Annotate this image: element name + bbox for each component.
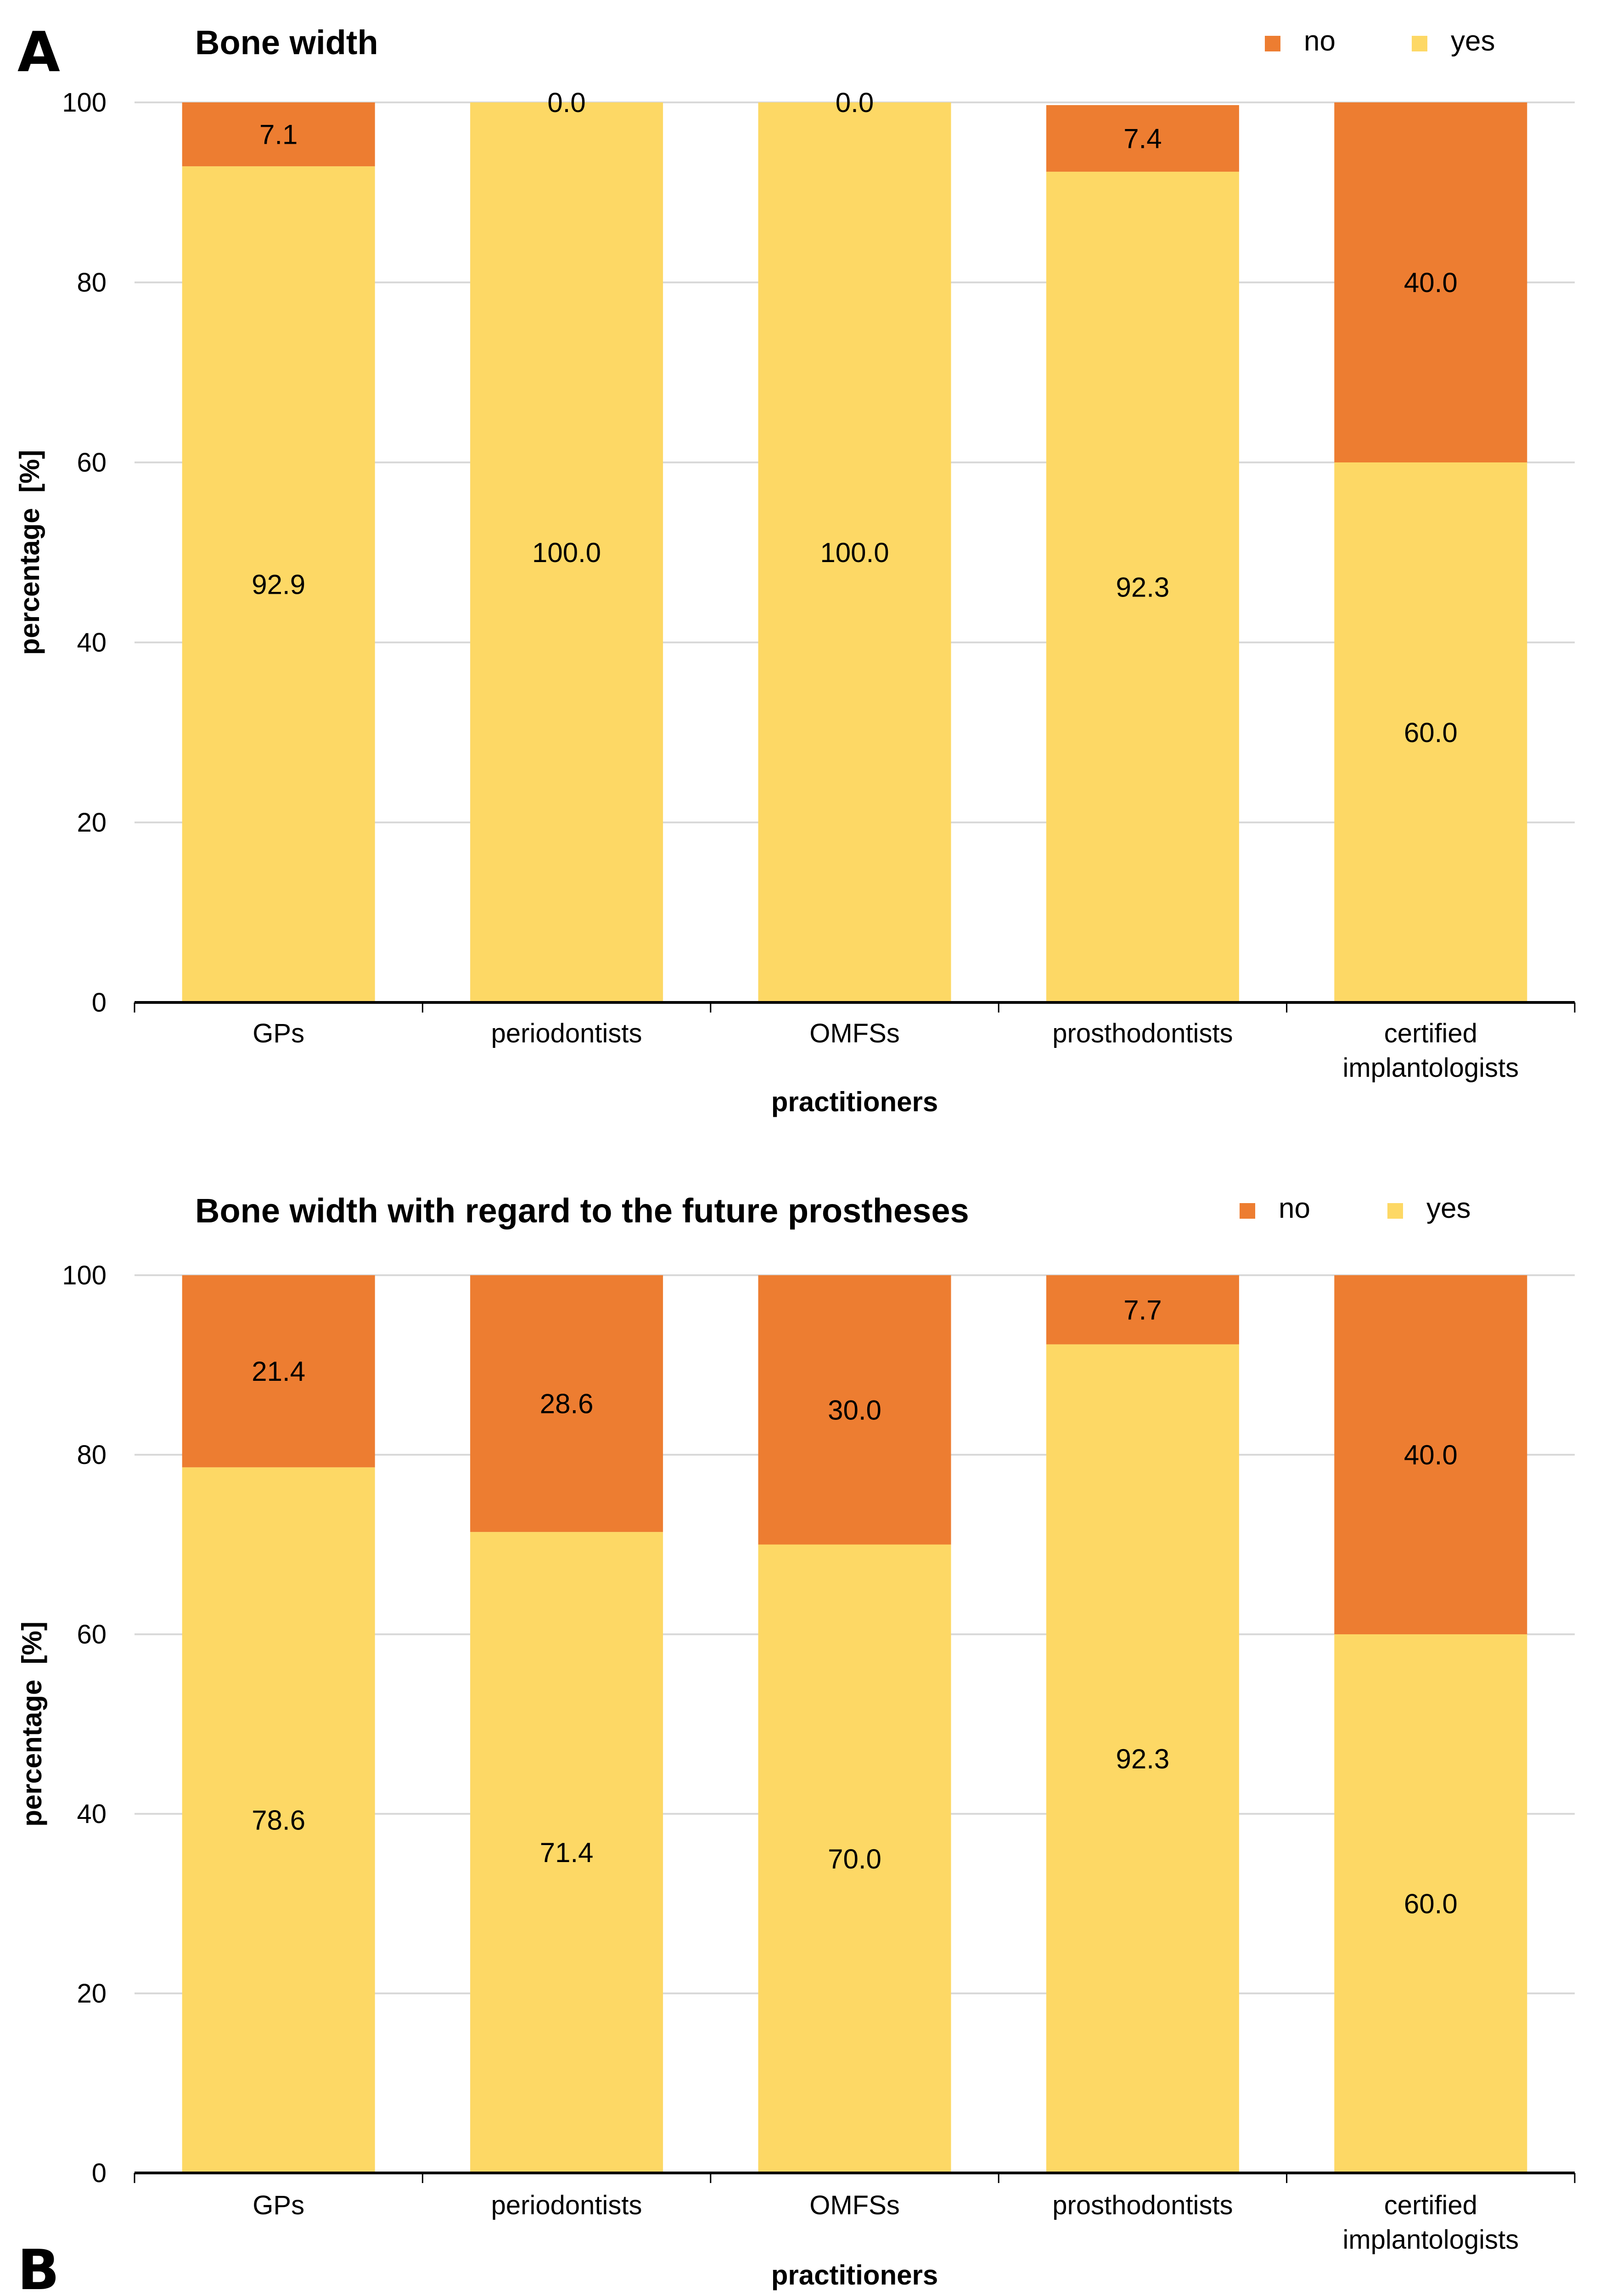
- x-axis-title: practitioners: [771, 1086, 938, 1117]
- legend-swatch-yes: [1412, 36, 1427, 51]
- legend-swatch-no: [1265, 36, 1280, 51]
- y-tick-label: 100: [62, 88, 107, 118]
- x-category-label: OMFSs: [809, 1019, 900, 1048]
- x-category-label: prosthodontists: [1052, 2190, 1233, 2220]
- data-label-no: 0.0: [836, 87, 874, 118]
- x-category-label: periodontists: [491, 1019, 642, 1048]
- y-tick-label: 60: [77, 448, 107, 478]
- bar-yes-2: [758, 1544, 951, 2173]
- data-label-yes: 92.9: [252, 569, 305, 600]
- bar-no-0: [182, 102, 375, 167]
- data-label-yes: 60.0: [1404, 717, 1458, 748]
- chart-title: Bone width: [195, 23, 378, 62]
- legend-label-yes: yes: [1426, 1193, 1471, 1224]
- data-label-no: 40.0: [1404, 1440, 1458, 1470]
- bar-yes-0: [182, 166, 375, 1002]
- legend-swatch-no: [1240, 1203, 1255, 1219]
- data-label-no: 7.4: [1123, 123, 1162, 154]
- y-tick-label: 100: [62, 1261, 107, 1290]
- bar-yes-2: [758, 102, 951, 1002]
- x-category-label: implantologists: [1342, 1053, 1519, 1083]
- x-category-label: certified: [1384, 2190, 1477, 2220]
- data-label-no: 7.1: [259, 119, 298, 150]
- legend: no yes: [1265, 25, 1495, 57]
- bar-no-3: [1046, 105, 1239, 172]
- chart-b: Bone width with regard to the future pro…: [17, 1192, 1576, 2290]
- legend-label-no: no: [1279, 1193, 1310, 1224]
- legend: no yes: [1240, 1193, 1471, 1224]
- data-label-yes: 70.0: [828, 1844, 881, 1874]
- bar-yes-4: [1334, 1634, 1527, 2173]
- data-label-yes: 100.0: [820, 537, 889, 568]
- x-category-label: implantologists: [1342, 2225, 1519, 2255]
- y-tick-label: 40: [77, 1799, 107, 1829]
- y-tick-label: 40: [77, 628, 107, 658]
- bar-yes-3: [1046, 171, 1239, 1002]
- data-label-yes: 78.6: [252, 1805, 305, 1836]
- chart-title: Bone width with regard to the future pro…: [195, 1192, 969, 1230]
- data-label-yes: 92.3: [1116, 572, 1170, 602]
- data-label-no: 30.0: [828, 1395, 881, 1425]
- y-tick-label: 0: [92, 2158, 107, 2188]
- y-axis-title: percentage [%]: [17, 1621, 47, 1827]
- x-category-label: prosthodontists: [1052, 1019, 1233, 1048]
- bar-yes-3: [1046, 1344, 1239, 2173]
- x-category-label: certified: [1384, 1019, 1477, 1048]
- x-axis-title: practitioners: [771, 2260, 938, 2290]
- y-tick-label: 20: [77, 808, 107, 838]
- bar-no-4: [1334, 1275, 1527, 1634]
- data-label-yes: 100.0: [532, 537, 601, 568]
- panel-letter-a: A: [17, 21, 60, 84]
- data-label-yes: 60.0: [1404, 1889, 1458, 1919]
- panel-letter-b: B: [17, 2239, 59, 2296]
- data-label-no: 28.6: [540, 1389, 594, 1419]
- x-category-label: GPs: [253, 2190, 304, 2220]
- y-tick-label: 60: [77, 1620, 107, 1649]
- bar-no-1: [470, 1275, 663, 1532]
- x-category-label: GPs: [253, 1019, 304, 1048]
- bar-yes-1: [470, 102, 663, 1002]
- y-axis-title: percentage [%]: [14, 450, 45, 655]
- data-label-no: 0.0: [547, 87, 585, 118]
- bar-no-3: [1046, 1275, 1239, 1345]
- data-label-no: 40.0: [1404, 267, 1458, 298]
- legend-label-yes: yes: [1451, 25, 1495, 57]
- y-tick-label: 80: [77, 1440, 107, 1470]
- x-category-label: periodontists: [491, 2190, 642, 2220]
- bar-yes-1: [470, 1532, 663, 2173]
- data-label-no: 21.4: [252, 1356, 305, 1387]
- bar-yes-0: [182, 1467, 375, 2173]
- y-tick-label: 80: [77, 268, 107, 298]
- legend-label-no: no: [1304, 25, 1336, 57]
- data-label-yes: 71.4: [540, 1837, 594, 1868]
- bar-no-0: [182, 1275, 375, 1468]
- chart-a: Bone width no yes 0 20 40 60 80 100 percentage [%…: [14, 23, 1576, 1117]
- data-label-no: 7.7: [1123, 1294, 1162, 1325]
- y-tick-label: 20: [77, 1979, 107, 2009]
- bar-yes-4: [1334, 462, 1527, 1002]
- bar-no-4: [1334, 102, 1527, 462]
- y-tick-label: 0: [92, 988, 107, 1018]
- legend-swatch-yes: [1387, 1203, 1403, 1219]
- bar-no-2: [758, 1275, 951, 1545]
- data-label-yes: 92.3: [1116, 1744, 1170, 1774]
- x-category-label: OMFSs: [809, 2190, 900, 2220]
